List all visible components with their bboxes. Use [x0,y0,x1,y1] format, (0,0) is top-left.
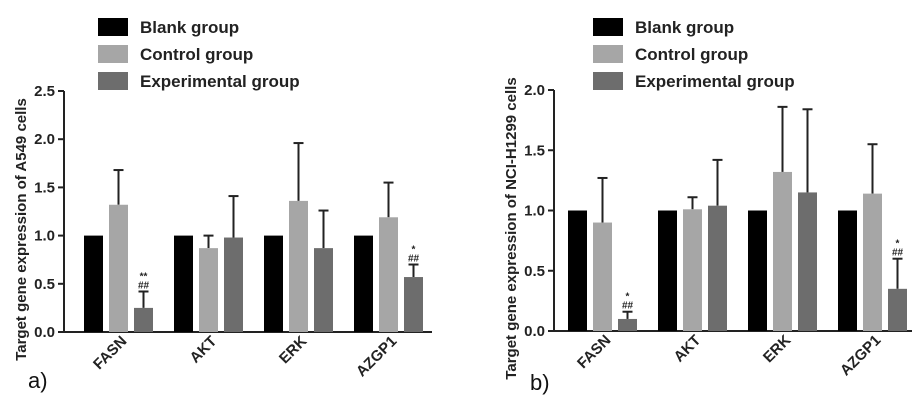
significance-mark: * [626,292,630,303]
panel-label: a) [28,368,48,393]
bar [314,248,333,332]
bar [683,209,702,331]
bar [174,235,193,332]
significance-mark: ** [140,272,148,283]
x-tick-label: FASN [90,333,130,373]
bar [773,171,792,331]
y-tick-label: 0.0 [34,324,55,341]
legend-swatch [593,18,623,36]
x-tick-label: AKT [187,333,221,367]
y-tick-label: 1.5 [524,142,545,159]
panel-label: b) [530,370,550,395]
legend-swatch [593,72,623,90]
legend-swatch [98,72,128,90]
y-tick-label: 2.0 [524,82,545,99]
legend-swatch [593,45,623,63]
bar [748,210,767,331]
x-tick-label: AZGP1 [837,332,884,379]
x-tick-label: FASN [574,332,614,372]
bar [863,193,882,331]
y-tick-label: 0.0 [524,323,545,340]
x-tick-label: AZGP1 [353,333,400,380]
x-tick-label: ERK [276,333,311,368]
significance-mark: ## [622,301,634,312]
bar [199,248,218,332]
bar [264,235,283,332]
bar [84,235,103,332]
y-tick-label: 0.5 [524,263,545,280]
legend-swatch [98,45,128,63]
significance-mark: ## [892,248,904,259]
y-tick-label: 1.0 [34,228,55,245]
x-tick-label: ERK [760,332,795,367]
legend-label: Experimental group [140,72,300,91]
bar [354,235,373,332]
significance-mark: ## [408,254,420,265]
y-tick-label: 0.5 [34,276,55,293]
significance-mark: * [896,239,900,250]
bar [838,210,857,331]
legend-label: Blank group [635,18,734,37]
legend-label: Experimental group [635,72,795,91]
bar [404,277,423,332]
bar [618,318,637,331]
bar [798,192,817,331]
y-axis-label: Target gene expression of NCI-H1299 cell… [503,77,520,379]
bar [708,205,727,331]
bar [109,204,128,332]
bar [593,222,612,331]
significance-mark: ## [138,281,150,292]
y-axis-label: Target gene expression of A549 cells [13,98,30,361]
bar [379,217,398,332]
bar [134,307,153,332]
x-tick-label: AKT [671,332,705,366]
significance-mark: * [412,245,416,256]
y-tick-label: 1.5 [34,179,55,196]
legend-label: Control group [635,45,748,64]
bar [888,288,907,331]
y-tick-label: 1.0 [524,203,545,220]
legend-label: Control group [140,45,253,64]
y-tick-label: 2.5 [34,83,55,100]
legend-swatch [98,18,128,36]
y-tick-label: 2.0 [34,131,55,148]
bar [224,237,243,332]
bar [568,210,587,331]
bar [658,210,677,331]
bar [289,200,308,332]
legend-label: Blank group [140,18,239,37]
